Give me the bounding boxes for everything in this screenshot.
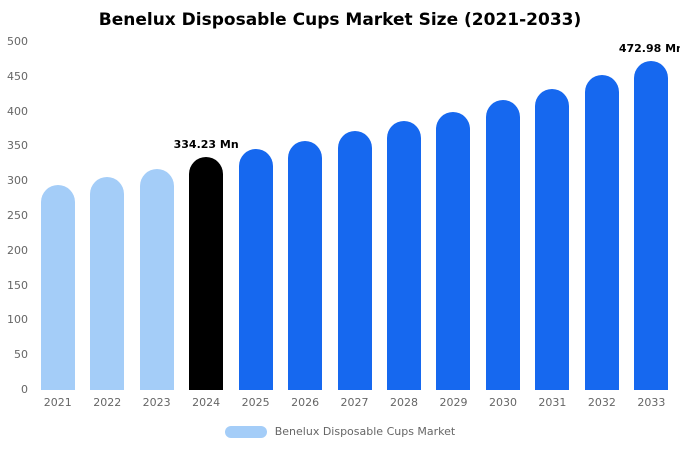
plot-area: 334.23 Mn 472.98 Mn	[33, 42, 680, 390]
bar-slot-2025	[231, 42, 280, 390]
x-tick-2023: 2023	[142, 396, 171, 409]
legend[interactable]: Benelux Disposable Cups Market	[0, 425, 680, 438]
x-tick-2022: 2022	[93, 396, 122, 409]
bar-slot-2029	[429, 42, 478, 390]
y-tick-500: 500	[7, 35, 28, 48]
x-tick-2031: 2031	[538, 396, 567, 409]
bar-2029[interactable]	[436, 111, 471, 390]
bar-slot-2031	[528, 42, 577, 390]
x-tick-2027: 2027	[340, 396, 369, 409]
bar-2022[interactable]	[90, 177, 125, 390]
y-tick-300: 300	[7, 174, 28, 188]
bar-slot-2022	[82, 42, 131, 390]
bar-slot-2021	[33, 42, 82, 390]
bar-2025[interactable]	[238, 149, 273, 390]
x-tick-2025: 2025	[241, 396, 270, 409]
y-tick-50: 50	[14, 348, 28, 362]
y-axis: 0 50 100 150 200 250 300 350 400 450 500	[2, 0, 28, 450]
bar-slot-2026	[280, 42, 329, 390]
x-tick-2024: 2024	[192, 396, 221, 409]
bar-2028[interactable]	[387, 120, 422, 390]
bar-2031[interactable]	[535, 88, 570, 390]
y-tick-200: 200	[7, 243, 28, 257]
legend-label: Benelux Disposable Cups Market	[274, 425, 456, 438]
x-tick-2032: 2032	[587, 396, 616, 409]
y-tick-100: 100	[7, 313, 28, 327]
bar-slot-2030	[478, 42, 527, 390]
bar-2026[interactable]	[288, 140, 323, 390]
y-tick-250: 250	[7, 209, 28, 222]
bar-2024[interactable]	[189, 157, 224, 390]
legend-swatch	[224, 425, 267, 438]
x-tick-2028: 2028	[390, 396, 419, 409]
bar-2023[interactable]	[139, 168, 174, 390]
x-tick-2030: 2030	[488, 396, 517, 409]
bar-value-label-2033: 472.98 Mn	[618, 41, 680, 55]
bar-slot-2033: 472.98 Mn	[619, 42, 680, 390]
y-tick-450: 450	[7, 69, 28, 83]
bar-slot-2032	[577, 42, 626, 390]
y-tick-400: 400	[7, 104, 28, 118]
y-tick-150: 150	[7, 278, 28, 292]
bar-2027[interactable]	[337, 131, 372, 390]
x-tick-2033: 2033	[637, 396, 666, 409]
x-tick-2026: 2026	[291, 396, 320, 409]
bar-2021[interactable]	[40, 185, 75, 390]
x-axis: 2021 2022 2023 2024 2025 2026 2027 2028 2029 2030…	[33, 396, 676, 409]
x-tick-2021: 2021	[43, 396, 72, 409]
y-tick-350: 350	[7, 139, 28, 153]
bar-slot-2028	[379, 42, 428, 390]
bar-slot-2024: 334.23 Mn	[174, 42, 239, 390]
bar-2030[interactable]	[485, 99, 520, 390]
chart-title: Benelux Disposable Cups Market Size (202…	[98, 10, 582, 30]
y-tick-0: 0	[21, 383, 28, 396]
bar-slot-2027	[330, 42, 379, 390]
bar-slot-2023	[132, 42, 181, 390]
bar-2032[interactable]	[584, 74, 619, 390]
bar-2033[interactable]	[634, 60, 669, 390]
bar-value-label-2024: 334.23 Mn	[173, 138, 239, 152]
x-tick-2029: 2029	[439, 396, 468, 409]
